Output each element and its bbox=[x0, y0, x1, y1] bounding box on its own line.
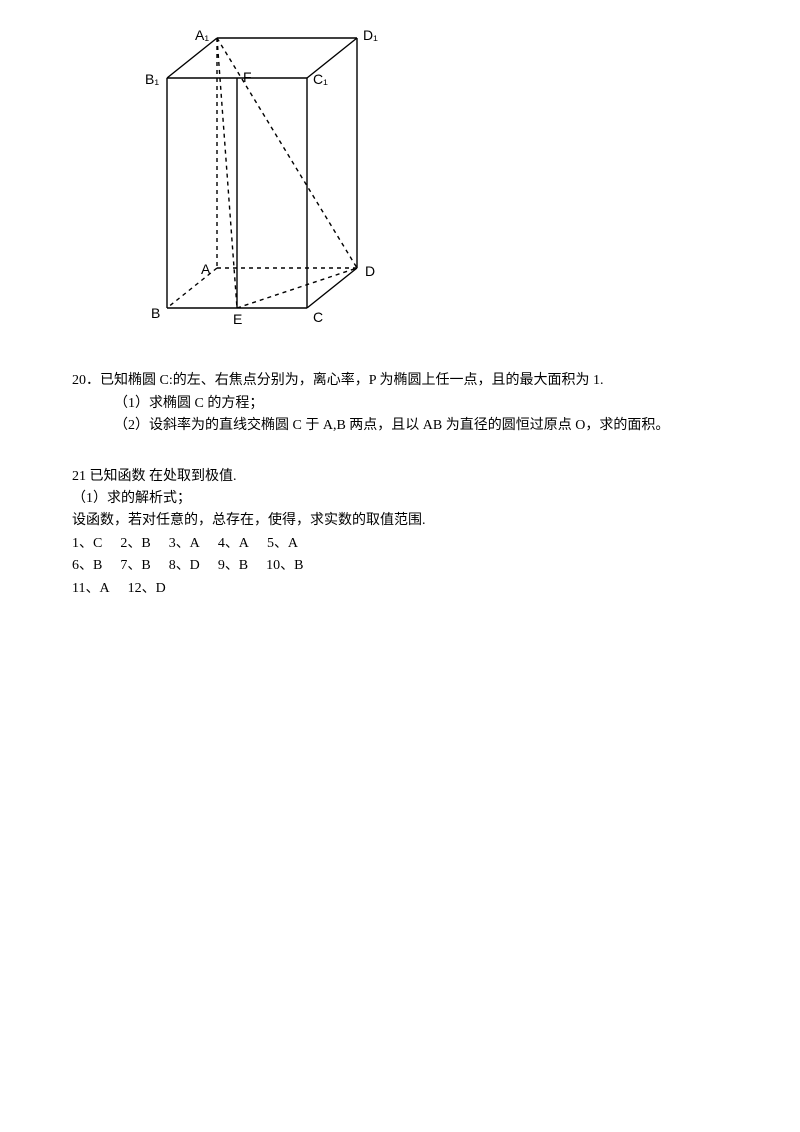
answer-row-2: 6、B 7、B 8、D 9、B 10、B bbox=[72, 555, 728, 577]
svg-text:D₁: D₁ bbox=[363, 27, 378, 43]
svg-text:B₁: B₁ bbox=[145, 71, 159, 87]
geometry-diagram: A₁ D₁ B₁ C₁ F A D B C E bbox=[102, 20, 728, 358]
svg-text:A₁: A₁ bbox=[195, 27, 209, 43]
answer-row-1: 1、C 2、B 3、A 4、A 5、A bbox=[72, 533, 728, 555]
answer-item: 3、A bbox=[169, 533, 200, 555]
svg-text:C: C bbox=[313, 309, 323, 325]
answer-item: 6、B bbox=[72, 555, 102, 577]
q20-sub2: （2）设斜率为的直线交椭圆 C 于 A,B 两点，且以 AB 为直径的圆恒过原点… bbox=[114, 418, 669, 433]
q20-heading: 20．已知椭圆 C:的左、右焦点分别为，离心率，P 为椭圆上任一点，且的最大面积… bbox=[72, 370, 728, 392]
svg-text:F: F bbox=[243, 69, 252, 85]
svg-text:D: D bbox=[365, 263, 375, 279]
q21-sub2: 设函数，若对任意的，总存在，使得，求实数的取值范围. bbox=[72, 513, 426, 528]
answer-row-3: 11、A 12、D bbox=[72, 578, 728, 600]
q21-heading: 21 已知函数 在处取到极值. bbox=[72, 469, 237, 484]
answer-item: 10、B bbox=[266, 555, 303, 577]
answer-item: 11、A bbox=[72, 578, 110, 600]
svg-text:B: B bbox=[151, 305, 160, 321]
answer-item: 1、C bbox=[72, 533, 102, 555]
svg-text:A: A bbox=[201, 261, 211, 277]
answer-item: 7、B bbox=[120, 555, 150, 577]
answer-item: 12、D bbox=[128, 578, 166, 600]
answer-key: 1、C 2、B 3、A 4、A 5、A 6、B 7、B 8、D 9、B 10、B 11、A 12、… bbox=[72, 533, 728, 600]
answer-item: 5、A bbox=[267, 533, 298, 555]
question-21: 21 已知函数 在处取到极值. （1）求的解析式； 设函数，若对任意的，总存在，… bbox=[72, 466, 728, 533]
answer-item: 9、B bbox=[218, 555, 248, 577]
svg-text:C₁: C₁ bbox=[313, 71, 328, 87]
question-20: 20．已知椭圆 C:的左、右焦点分别为，离心率，P 为椭圆上任一点，且的最大面积… bbox=[72, 370, 728, 437]
q20-sub1: （1）求椭圆 C 的方程； bbox=[114, 396, 263, 411]
page: A₁ D₁ B₁ C₁ F A D B C E 20．已知椭圆 C:的左、右焦点分别为，离心率，P… bbox=[0, 0, 800, 620]
q21-sub1: （1）求的解析式； bbox=[72, 491, 191, 506]
svg-text:E: E bbox=[233, 311, 242, 327]
answer-item: 8、D bbox=[169, 555, 200, 577]
answer-item: 4、A bbox=[218, 533, 249, 555]
answer-item: 2、B bbox=[120, 533, 150, 555]
